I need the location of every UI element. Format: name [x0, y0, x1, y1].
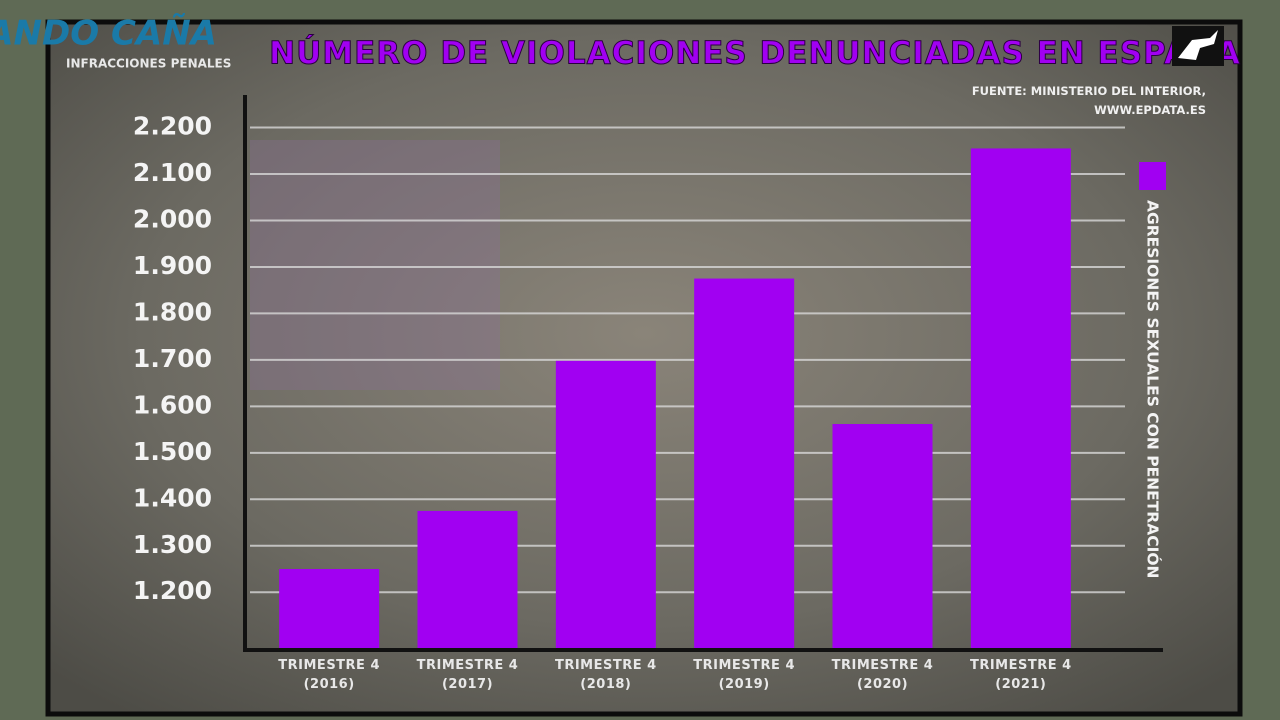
legend-label: AGRESIONES SEXUALES CON PENETRACIÓN [1144, 200, 1163, 579]
blur-shape [250, 140, 500, 390]
x-tick-label: TRIMESTRE 4 (2021) [969, 658, 1072, 692]
bar [832, 424, 933, 648]
subtitle: INFRACCIONES PENALES [66, 57, 231, 71]
y-tick-label: 1.700 [133, 344, 212, 373]
legend-swatch [1139, 162, 1166, 190]
y-tick-label: 1.800 [133, 297, 212, 326]
y-tick-label: 1.900 [133, 251, 212, 280]
x-tick-label: TRIMESTRE 4 (2016) [278, 658, 381, 692]
x-tick-label: TRIMESTRE 4 (2019) [693, 658, 796, 692]
bar [417, 510, 518, 648]
bar [970, 148, 1071, 649]
x-tick-label: TRIMESTRE 4 (2020) [831, 658, 934, 692]
logo: DANDO CAÑA [0, 13, 217, 54]
bar [694, 278, 795, 648]
y-tick-label: 1.600 [133, 390, 212, 419]
y-tick-label: 2.000 [133, 204, 212, 233]
bull-icon [1178, 30, 1218, 60]
bar [555, 360, 656, 648]
y-tick-label: 1.500 [133, 437, 212, 466]
y-tick-label: 1.400 [133, 483, 212, 512]
y-tick-label: 1.200 [133, 576, 212, 605]
x-tick-label: TRIMESTRE 4 (2018) [554, 658, 657, 692]
y-tick-label: 2.200 [133, 112, 212, 141]
chart-title: NÚMERO DE VIOLACIONES DENUNCIADAS EN ESP… [269, 35, 1241, 72]
x-tick-label: TRIMESTRE 4 (2017) [416, 658, 519, 692]
bar [279, 569, 380, 648]
y-tick-label: 2.100 [133, 158, 212, 187]
source: FUENTE: MINISTERIO DEL INTERIOR, WWW.EPD… [971, 84, 1206, 117]
y-tick-label: 1.300 [133, 530, 212, 559]
